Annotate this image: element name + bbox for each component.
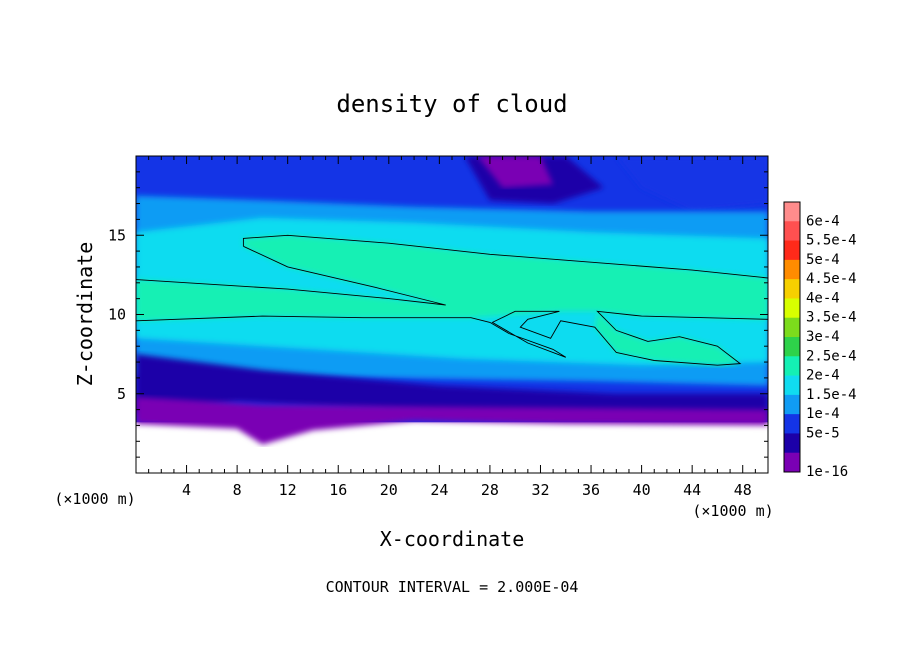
region-upper-right-band xyxy=(616,156,768,212)
x-tick-label: 48 xyxy=(734,481,752,499)
colorbar-swatch xyxy=(784,259,800,280)
x-tick-label: 28 xyxy=(481,481,499,499)
colorbar-swatch xyxy=(784,221,800,242)
colorbar-swatch xyxy=(784,240,800,261)
density-field xyxy=(136,156,768,445)
colorbar-swatch xyxy=(784,298,800,319)
colorbar-label: 5e-5 xyxy=(806,425,840,441)
y-tick-label: 15 xyxy=(108,226,126,244)
colorbar-label: 4e-4 xyxy=(806,290,840,306)
colorbar-label: 5e-4 xyxy=(806,252,840,268)
colorbar-frame xyxy=(783,201,801,473)
colorbar-label: 2.5e-4 xyxy=(806,348,857,364)
colorbar-swatch xyxy=(784,414,800,434)
colorbar-swatch xyxy=(784,452,800,473)
x-tick-label: 8 xyxy=(233,481,242,499)
region-inner-right-lobe xyxy=(594,311,741,366)
x-tick-label: 4 xyxy=(182,481,191,499)
x-tick-label: 44 xyxy=(683,481,701,499)
x-tick-label: 36 xyxy=(582,481,600,499)
region-main-band-upper-contour xyxy=(136,235,768,321)
x-axis-label: X-coordinate xyxy=(380,527,525,551)
contour-interval-footer: CONTOUR INTERVAL = 2.000E-04 xyxy=(326,578,579,596)
colorbar-swatch xyxy=(784,317,800,338)
x-axis: 4 8 12 16 20 24 28 32 36 40 44 48 xyxy=(148,156,756,499)
region-lower-blue xyxy=(136,354,768,420)
colorbar-swatch xyxy=(784,433,800,454)
x-unit-left: (×1000 m) xyxy=(54,490,135,508)
x-tick-label: 40 xyxy=(633,481,651,499)
colorbar-label: 4.5e-4 xyxy=(806,271,857,287)
colorbar: 6e-4 5.5e-4 5e-4 4.5e-4 4e-4 3.5e-4 3e-4 2.5e-4… xyxy=(783,201,857,480)
contour-line-1 xyxy=(242,234,768,279)
x-tick-label: 20 xyxy=(380,481,398,499)
x-tick-label: 12 xyxy=(279,481,297,499)
colorbar-swatch xyxy=(784,375,800,396)
contour-line-2 xyxy=(136,245,446,306)
chart-title: density of cloud xyxy=(336,90,567,118)
contour-line-3 xyxy=(136,310,768,366)
contour-lines xyxy=(136,234,768,366)
region-upper-core xyxy=(477,156,554,188)
y-tick-label: 10 xyxy=(108,306,126,324)
y-tick-label: 5 xyxy=(117,385,126,403)
x-tick-label: 32 xyxy=(531,481,549,499)
y-axis: 5 10 15 xyxy=(108,171,768,458)
x-tick-label: 16 xyxy=(329,481,347,499)
colorbar-label: 5.5e-4 xyxy=(806,233,857,249)
colorbar-label: 1e-4 xyxy=(806,406,840,422)
x-tick-label: 24 xyxy=(430,481,448,499)
colorbar-label: 2e-4 xyxy=(806,368,840,384)
y-axis-label: Z-coordinate xyxy=(73,242,97,387)
colorbar-swatch xyxy=(784,337,800,357)
colorbar-swatch xyxy=(784,202,800,222)
colorbar-label: 3.5e-4 xyxy=(806,310,857,326)
region-ground-fringe xyxy=(136,396,768,445)
colorbar-swatch xyxy=(784,356,800,377)
colorbar-label: 1e-16 xyxy=(806,464,848,480)
colorbar-label: 1.5e-4 xyxy=(806,387,857,403)
colorbar-label: 6e-4 xyxy=(806,213,840,229)
x-unit-right: (×1000 m) xyxy=(692,502,773,520)
colorbar-label: 3e-4 xyxy=(806,329,840,345)
colorbar-swatch xyxy=(784,279,800,299)
colorbar-swatch xyxy=(784,394,800,415)
